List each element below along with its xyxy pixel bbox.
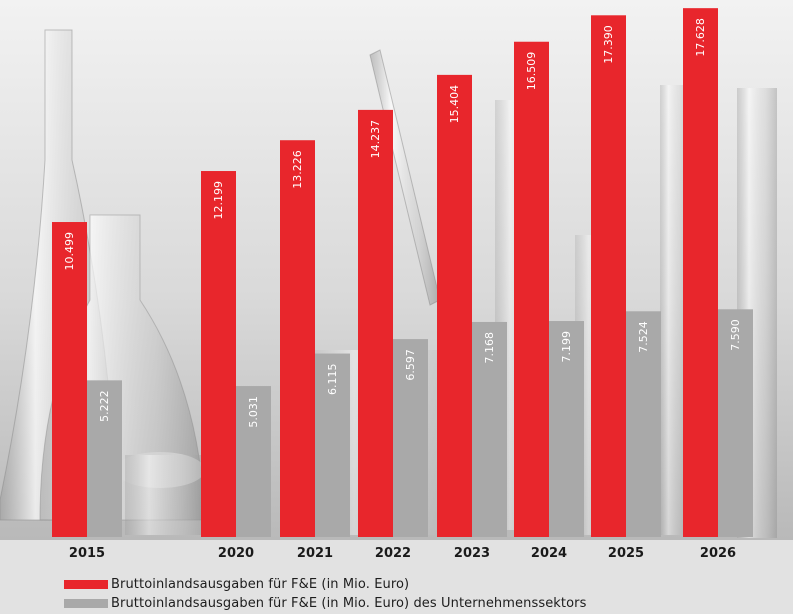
bar-business-2025 [626, 311, 661, 537]
x-tick-2020: 2020 [218, 546, 254, 561]
bar-total-2025 [591, 15, 626, 538]
x-axis-tick-labels: 2015 2020 2021 2022 2023 2024 2025 2026 [69, 546, 736, 561]
legend: Bruttoinlandsausgaben für F&E (in Mio. E… [64, 575, 587, 613]
bar-total-2020 [201, 171, 236, 537]
bar-business-2015 [87, 380, 122, 537]
x-tick-2015: 2015 [69, 546, 105, 561]
bar-business-2022 [393, 339, 428, 537]
value-label-total-2021: 13.226 [291, 150, 304, 189]
bar-total-2021 [280, 140, 315, 537]
bar-business-2023 [472, 321, 507, 537]
value-label-total-2026: 17.628 [694, 18, 707, 57]
legend-item-business-sector: Bruttoinlandsausgaben für F&E (in Mio. E… [64, 594, 587, 613]
x-tick-2023: 2023 [454, 546, 490, 561]
legend-label-business-sector: Bruttoinlandsausgaben für F&E (in Mio. E… [111, 596, 587, 611]
bar-total-2024 [514, 41, 549, 537]
bar-business-2020 [236, 386, 271, 537]
bars [52, 8, 753, 538]
x-tick-2022: 2022 [375, 546, 411, 561]
bar-business-2021 [315, 353, 350, 537]
value-label-business-2026: 7.590 [729, 319, 742, 351]
bar-total-2015 [52, 222, 87, 537]
value-label-total-2020: 12.199 [212, 181, 225, 220]
bar-total-2026 [683, 8, 718, 538]
bar-total-2022 [358, 109, 393, 537]
legend-label-total: Bruttoinlandsausgaben für F&E (in Mio. E… [111, 577, 410, 592]
value-label-business-2025: 7.524 [637, 321, 650, 353]
bar-business-2026 [718, 309, 753, 537]
value-label-business-2020: 5.031 [247, 396, 260, 428]
value-label-business-2015: 5.222 [98, 390, 111, 422]
value-label-total-2023: 15.404 [448, 85, 461, 124]
value-labels: 10.499 5.222 12.199 5.031 13.226 6.115 14.237 6… [63, 18, 742, 427]
x-tick-2024: 2024 [531, 546, 567, 561]
value-label-business-2022: 6.597 [404, 349, 417, 381]
value-label-business-2023: 7.168 [483, 332, 496, 364]
value-label-business-2024: 7.199 [560, 331, 573, 363]
value-label-total-2022: 14.237 [369, 120, 382, 159]
legend-swatch-grey [64, 599, 108, 608]
x-tick-2026: 2026 [700, 546, 736, 561]
value-label-total-2024: 16.509 [525, 52, 538, 90]
legend-item-total: Bruttoinlandsausgaben für F&E (in Mio. E… [64, 575, 587, 594]
x-tick-2021: 2021 [297, 546, 333, 561]
value-label-total-2025: 17.390 [602, 25, 615, 64]
value-label-business-2021: 6.115 [326, 364, 339, 396]
x-tick-2025: 2025 [608, 546, 644, 561]
bar-total-2023 [437, 74, 472, 537]
bar-business-2024 [549, 321, 584, 537]
legend-swatch-red [64, 580, 108, 589]
x-axis-band [0, 540, 793, 614]
value-label-total-2015: 10.499 [63, 232, 76, 271]
